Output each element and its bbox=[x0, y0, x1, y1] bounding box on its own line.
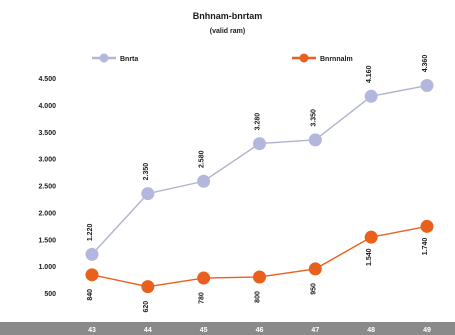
data-label: 800 bbox=[255, 291, 262, 303]
data-point bbox=[141, 187, 155, 201]
y-tick-label: 500 bbox=[44, 291, 56, 298]
data-label: 1.540 bbox=[366, 248, 373, 266]
y-tick-label: 2.000 bbox=[38, 210, 56, 217]
data-label: 2.580 bbox=[199, 150, 206, 168]
data-point bbox=[85, 247, 99, 261]
data-label: 950 bbox=[310, 283, 317, 295]
x-tick-label: 44 bbox=[144, 327, 152, 334]
data-label: 840 bbox=[87, 289, 94, 301]
legend-label: Bnrta bbox=[120, 56, 138, 63]
x-axis-band bbox=[0, 322, 455, 335]
y-tick-label: 3.000 bbox=[38, 157, 56, 164]
data-point bbox=[308, 133, 322, 147]
data-point bbox=[420, 79, 434, 93]
data-label: 3.350 bbox=[310, 109, 317, 127]
y-tick-label: 1.000 bbox=[38, 264, 56, 271]
data-label: 3.280 bbox=[255, 113, 262, 131]
data-label: 1.740 bbox=[422, 238, 429, 256]
data-point bbox=[364, 89, 378, 103]
x-tick-label: 47 bbox=[311, 327, 319, 334]
data-label: 620 bbox=[143, 301, 150, 313]
x-tick-label: 48 bbox=[367, 327, 375, 334]
data-point bbox=[364, 230, 378, 244]
data-label: 4.360 bbox=[422, 55, 429, 73]
data-label: 1.220 bbox=[87, 224, 94, 242]
y-tick-label: 3.500 bbox=[38, 130, 56, 137]
x-tick-label: 43 bbox=[88, 327, 96, 334]
y-tick-label: 4.000 bbox=[38, 103, 56, 110]
legend-label: Bnrnnalm bbox=[320, 56, 353, 63]
data-point bbox=[308, 262, 322, 276]
legend-marker bbox=[299, 53, 309, 63]
data-point bbox=[253, 137, 266, 151]
x-tick-label: 49 bbox=[423, 327, 431, 334]
data-label: 2.350 bbox=[143, 163, 150, 181]
chart-title: Bnhnam-bnrtam bbox=[192, 11, 263, 21]
x-tick-label: 46 bbox=[256, 327, 264, 334]
data-point bbox=[141, 280, 155, 294]
data-label: 4.160 bbox=[366, 65, 373, 83]
y-tick-label: 1.500 bbox=[38, 237, 56, 244]
x-tick-label: 45 bbox=[200, 327, 208, 334]
y-tick-label: 2.500 bbox=[38, 184, 56, 191]
y-tick-label: 4.500 bbox=[38, 76, 56, 83]
legend-marker bbox=[99, 53, 109, 63]
data-point bbox=[197, 174, 211, 188]
data-point bbox=[253, 270, 266, 284]
data-point bbox=[85, 268, 99, 282]
data-point bbox=[197, 271, 211, 285]
data-label: 780 bbox=[199, 292, 206, 304]
data-point bbox=[420, 219, 434, 233]
chart-subtitle: (valid ram) bbox=[209, 28, 246, 35]
